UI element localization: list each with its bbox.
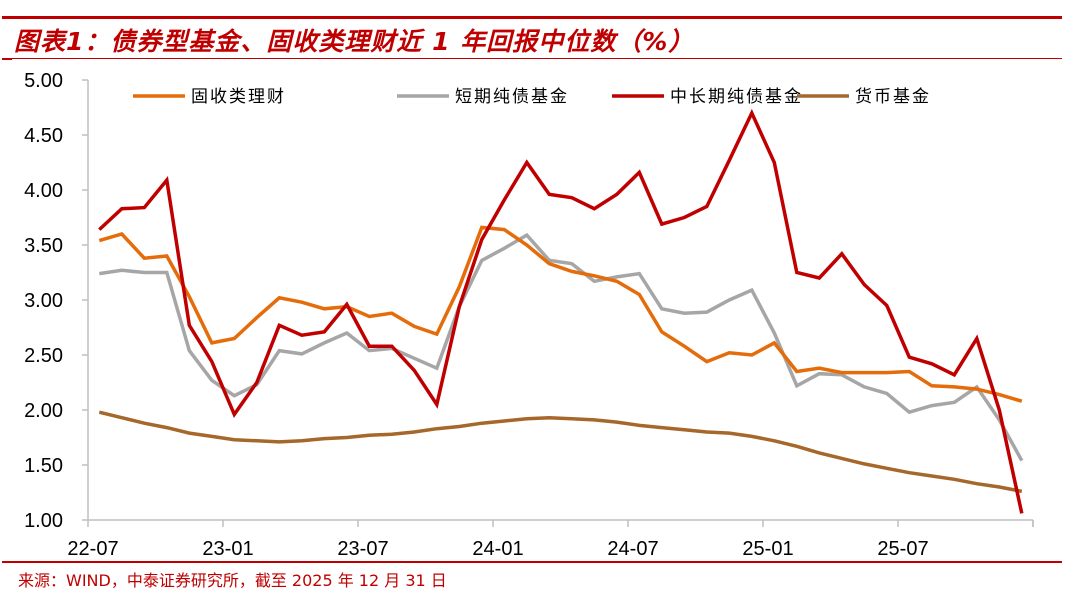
chart-series	[98, 108, 1024, 514]
y-tick-label: 5.00	[24, 70, 63, 92]
y-tick-label: 4.00	[24, 180, 63, 202]
x-tick-label: 23-07	[337, 538, 388, 560]
legend-label: 中长期纯债基金	[670, 87, 803, 107]
footer-divider	[2, 561, 1062, 563]
x-tick-label: 25-07	[877, 538, 928, 560]
x-tick-label: 24-07	[607, 538, 658, 560]
title-divider	[2, 58, 1062, 59]
legend-label: 固收类理财	[191, 87, 286, 107]
chart-title: 图表1：债券型基金、固收类理财近 1 年回报中位数（%）	[14, 27, 695, 56]
series-line-0	[98, 225, 1023, 403]
x-tick-label: 23-01	[202, 538, 253, 560]
x-tick-label: 22-07	[67, 538, 118, 560]
y-tick-label: 4.50	[24, 125, 63, 147]
y-tick-label: 3.50	[24, 235, 63, 257]
y-tick-label: 3.00	[24, 290, 63, 312]
series-line-2	[98, 108, 1024, 514]
chart-axes: 5.00 4.50 4.00 3.50 3.00 2.50 2.00 1.50 1.0022-0…	[24, 70, 1034, 560]
chart-legend: 固收类理财 短期纯债基金 中长期纯债基金 货币基金	[133, 87, 931, 107]
y-tick-label: 1.00	[24, 510, 63, 532]
y-tick-label: 2.50	[24, 345, 63, 367]
x-tick-label: 24-01	[472, 538, 523, 560]
y-tick-label: 1.50	[24, 455, 63, 477]
title-divider-accent	[2, 58, 12, 60]
legend-label: 货币基金	[855, 87, 931, 107]
source-note: 来源：WIND，中泰证券研究所，截至 2025 年 12 月 31 日	[18, 571, 447, 590]
y-tick-label: 2.00	[24, 400, 63, 422]
legend-label: 短期纯债基金	[455, 87, 569, 107]
series-line-3	[98, 410, 1023, 494]
x-tick-label: 25-01	[742, 538, 793, 560]
top-rule	[2, 16, 1062, 19]
